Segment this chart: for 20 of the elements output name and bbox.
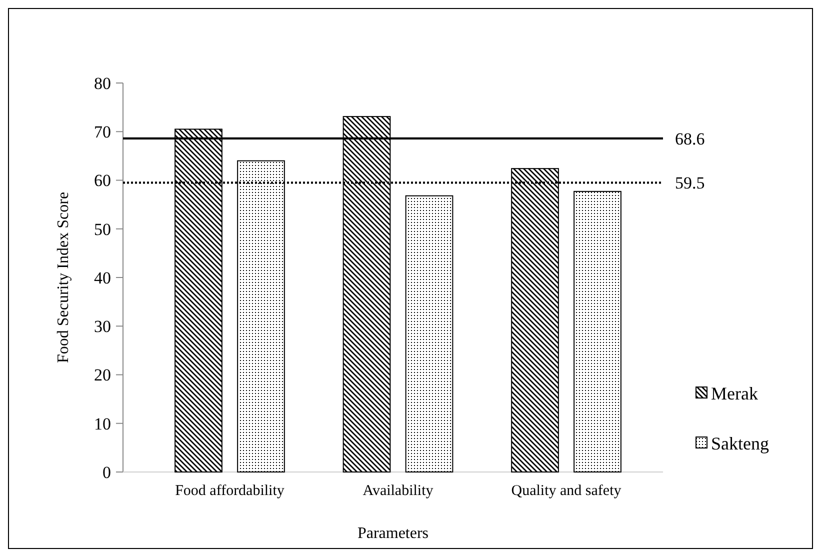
y-tick-label: 30 (94, 317, 111, 336)
ref-line-label: 59.5 (675, 174, 705, 193)
x-tick-label: Food affordability (175, 483, 285, 499)
y-tick-label: 60 (94, 171, 111, 190)
legend-label: Merak (711, 383, 758, 404)
bar (405, 195, 454, 472)
y-tick-label: 80 (94, 74, 111, 93)
y-tick-label: 10 (94, 414, 111, 434)
y-tick-label: 40 (94, 268, 111, 288)
y-tick-label: 50 (94, 220, 111, 239)
x-tick-label: Quality and safety (511, 483, 622, 499)
y-tick-label: 70 (94, 122, 111, 142)
bar (574, 190, 622, 472)
y-tick-label: 20 (94, 366, 111, 385)
x-axis-title: Parameters (357, 525, 429, 542)
ref-line-label: 68.6 (675, 129, 705, 148)
legend-label: Sakteng (711, 433, 769, 454)
x-tick-label: Availability (362, 483, 434, 499)
y-axis-title: Food Security Index Score (55, 192, 72, 364)
y-tick-label: 0 (102, 462, 111, 482)
